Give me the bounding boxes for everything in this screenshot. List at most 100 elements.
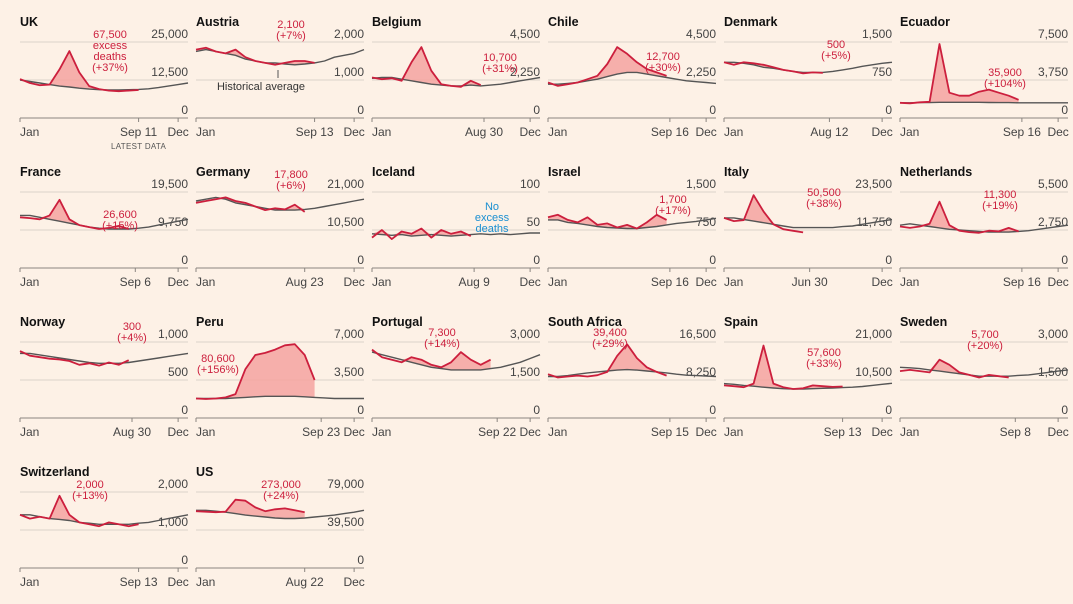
annotation: (+33%) <box>806 358 842 370</box>
panel-title: Italy <box>724 165 749 179</box>
x-tick-label: Dec <box>1047 125 1068 139</box>
label: Historical average <box>217 81 305 93</box>
panel-title: South Africa <box>548 315 623 329</box>
y-tick-label: 1,500 <box>686 177 716 191</box>
y-tick-label: 4,500 <box>686 27 716 41</box>
x-tick-label: Sep 16 <box>651 275 689 289</box>
annotation: (+6%) <box>276 180 306 192</box>
current-line <box>19 198 129 230</box>
current-line <box>547 46 667 87</box>
annotation: 80,600 <box>201 353 235 365</box>
panel-title: France <box>20 165 61 179</box>
annotation: 50,500 <box>807 187 841 199</box>
annotation: 57,600 <box>807 347 841 359</box>
x-tick-label: Dec <box>343 425 364 439</box>
x-tick-label: Dec <box>1047 275 1068 289</box>
panel-title: Norway <box>20 315 65 329</box>
annotation: 10,700 <box>483 52 517 64</box>
average-line <box>548 368 717 378</box>
y-tick-label: 0 <box>709 253 716 267</box>
average-line <box>723 382 893 390</box>
annotation: (+7%) <box>276 30 306 42</box>
annotation: (+13%) <box>72 490 108 502</box>
x-tick-label: Jan <box>20 425 39 439</box>
average-line <box>371 351 541 371</box>
y-tick-label: 4,500 <box>510 27 540 41</box>
x-tick-label: Jan <box>900 425 919 439</box>
annotation: 1,700 <box>659 194 687 206</box>
y-tick-label: 0 <box>533 253 540 267</box>
annotation: 12,700 <box>646 51 680 63</box>
x-tick-label: Jan <box>372 425 391 439</box>
annotation: (+5%) <box>821 50 851 62</box>
y-tick-label: 0 <box>533 403 540 417</box>
panel-title: Portugal <box>372 315 423 329</box>
annotation: (+17%) <box>655 205 691 217</box>
y-tick-label: 750 <box>696 215 716 229</box>
y-tick-label: 23,500 <box>855 177 892 191</box>
x-tick-label: Dec <box>519 425 540 439</box>
annotation: (+20%) <box>967 340 1003 352</box>
x-tick-label: Sep 13 <box>824 425 862 439</box>
panel-title: Israel <box>548 165 581 179</box>
x-tick-label: Sep 13 <box>120 575 158 589</box>
current-line <box>371 348 492 369</box>
y-tick-label: 5,500 <box>1038 177 1068 191</box>
excess-area <box>372 349 491 370</box>
annotation: (+24%) <box>263 490 299 502</box>
annotation: 11,300 <box>984 189 1017 201</box>
current-line <box>19 350 130 367</box>
annotation: 7,300 <box>428 327 456 339</box>
current-line <box>195 46 315 66</box>
x-tick-label: Dec <box>167 575 188 589</box>
current-line <box>371 227 472 240</box>
y-tick-label: 500 <box>168 365 188 379</box>
x-tick-label: Aug 22 <box>286 575 324 589</box>
y-tick-label: 0 <box>357 253 364 267</box>
x-tick-label: Dec <box>167 425 188 439</box>
current-line <box>547 343 667 379</box>
y-tick-label: 0 <box>181 253 188 267</box>
annotation: (+29%) <box>592 338 628 350</box>
note: LATEST DATA <box>111 142 167 151</box>
panel-title: Germany <box>196 165 250 179</box>
y-tick-label: 25,000 <box>151 27 188 41</box>
annotation: (+104%) <box>984 78 1026 90</box>
y-tick-label: 39,500 <box>327 515 364 529</box>
panel-title: Austria <box>196 15 240 29</box>
current-line <box>899 43 1019 105</box>
annotation: 26,600 <box>103 209 137 221</box>
x-tick-label: Jan <box>20 575 39 589</box>
excess-area <box>196 344 315 399</box>
y-tick-label: 750 <box>872 65 892 79</box>
x-tick-label: Dec <box>871 275 892 289</box>
panel: Austria 0 1,000 2,000 Jan Sep 13 Dec 2,100(+7%)… <box>195 15 365 139</box>
x-tick-label: Jan <box>548 275 567 289</box>
x-tick-label: Jan <box>548 125 567 139</box>
y-tick-label: 21,000 <box>327 177 364 191</box>
x-tick-label: Sep 11 <box>120 125 157 139</box>
x-tick-label: Sep 16 <box>1003 125 1041 139</box>
x-tick-label: Jan <box>724 275 743 289</box>
x-tick-label: Dec <box>1047 425 1068 439</box>
annotation: (+31%) <box>482 63 518 75</box>
x-tick-label: Jan <box>900 125 919 139</box>
annotation: (+156%) <box>197 364 239 376</box>
panel-title: Chile <box>548 15 579 29</box>
annotation: (+37%) <box>92 62 128 74</box>
y-tick-label: 7,000 <box>334 327 364 341</box>
x-tick-label: Sep 8 <box>1000 425 1032 439</box>
x-tick-label: Jan <box>196 425 215 439</box>
current-line <box>371 46 482 88</box>
panel: Israel 0 750 1,500 Jan Sep 16 Dec 1,700(+17%) <box>547 165 717 289</box>
y-tick-label: 21,000 <box>855 327 892 341</box>
panel: Ecuador 0 3,750 7,500 Jan Sep 16 Dec 35,900(+10… <box>899 15 1069 139</box>
y-tick-label: 1,000 <box>334 65 364 79</box>
annotation: 39,400 <box>593 327 627 339</box>
x-tick-label: Dec <box>519 125 540 139</box>
y-tick-label: 0 <box>357 103 364 117</box>
